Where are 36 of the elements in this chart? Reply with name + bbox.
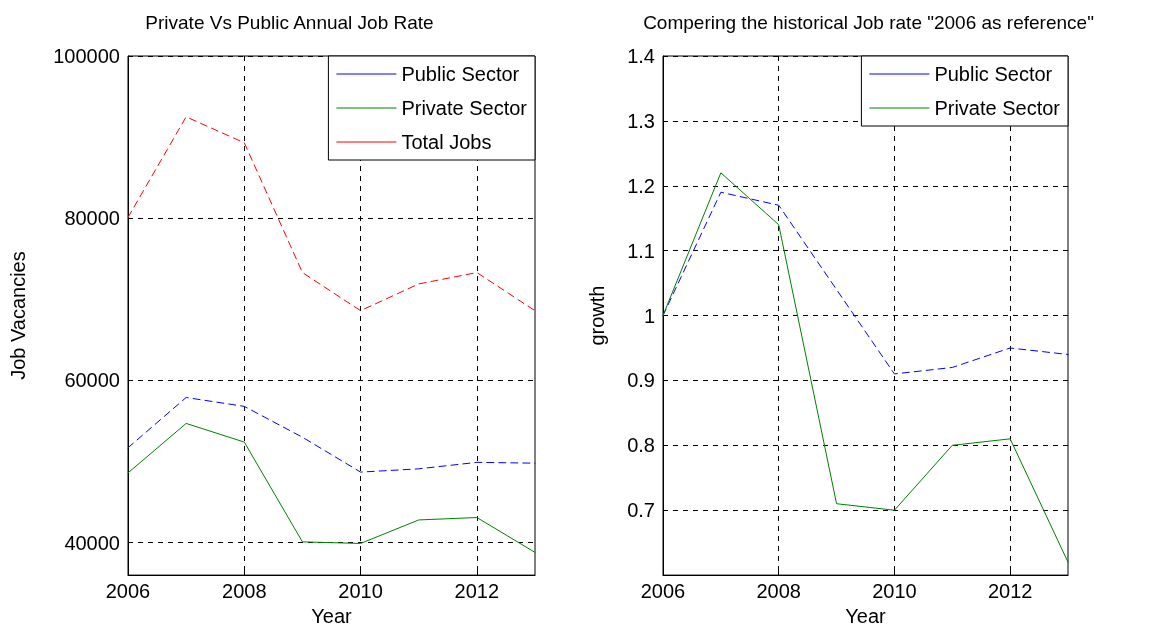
chart-title: Private Vs Public Annual Job Rate xyxy=(145,12,434,33)
y-tick-label: 0.9 xyxy=(627,369,655,392)
x-tick-label: 2010 xyxy=(338,580,383,603)
line-series xyxy=(127,116,536,312)
x-axis-title: Year xyxy=(311,605,353,627)
x-tick-label: 2012 xyxy=(454,580,500,603)
y-tick-label: 80000 xyxy=(64,207,120,230)
y-tick-label: 0.7 xyxy=(627,499,655,522)
y-axis-title: Job Vacancies xyxy=(7,251,29,380)
x-tick-label: 2006 xyxy=(640,580,686,603)
legend-label: Private Sector xyxy=(934,97,1061,119)
legend-label: Total Jobs xyxy=(401,131,492,153)
legend-label: Public Sector xyxy=(934,63,1053,85)
y-tick-label: 1.2 xyxy=(627,174,655,197)
legend-label: Public Sector xyxy=(401,63,520,85)
y-tick-label: 1.4 xyxy=(627,45,655,67)
line-series xyxy=(662,172,1069,563)
x-tick-label: 2010 xyxy=(872,580,917,603)
line-series xyxy=(127,422,536,553)
y-axis-title: growth xyxy=(586,285,608,346)
legend-label: Private Sector xyxy=(401,97,528,119)
y-tick-label: 60000 xyxy=(64,369,120,392)
x-tick-label: 2012 xyxy=(987,580,1033,603)
y-tick-label: 40000 xyxy=(64,531,120,554)
y-tick-label: 1 xyxy=(643,304,655,327)
chart-title: Compering the historical Job rate "2006 as reference" xyxy=(643,12,1094,33)
y-tick-label: 1.3 xyxy=(627,109,655,132)
x-tick-label: 2008 xyxy=(756,580,801,603)
x-tick-label: 2006 xyxy=(105,580,151,603)
y-tick-label: 100000 xyxy=(53,45,120,67)
x-tick-label: 2008 xyxy=(222,580,267,603)
line-series xyxy=(127,396,536,473)
y-tick-label: 1.1 xyxy=(627,239,655,262)
x-axis-title: Year xyxy=(845,605,887,627)
y-tick-label: 0.8 xyxy=(627,434,655,457)
line-series xyxy=(662,191,1069,375)
